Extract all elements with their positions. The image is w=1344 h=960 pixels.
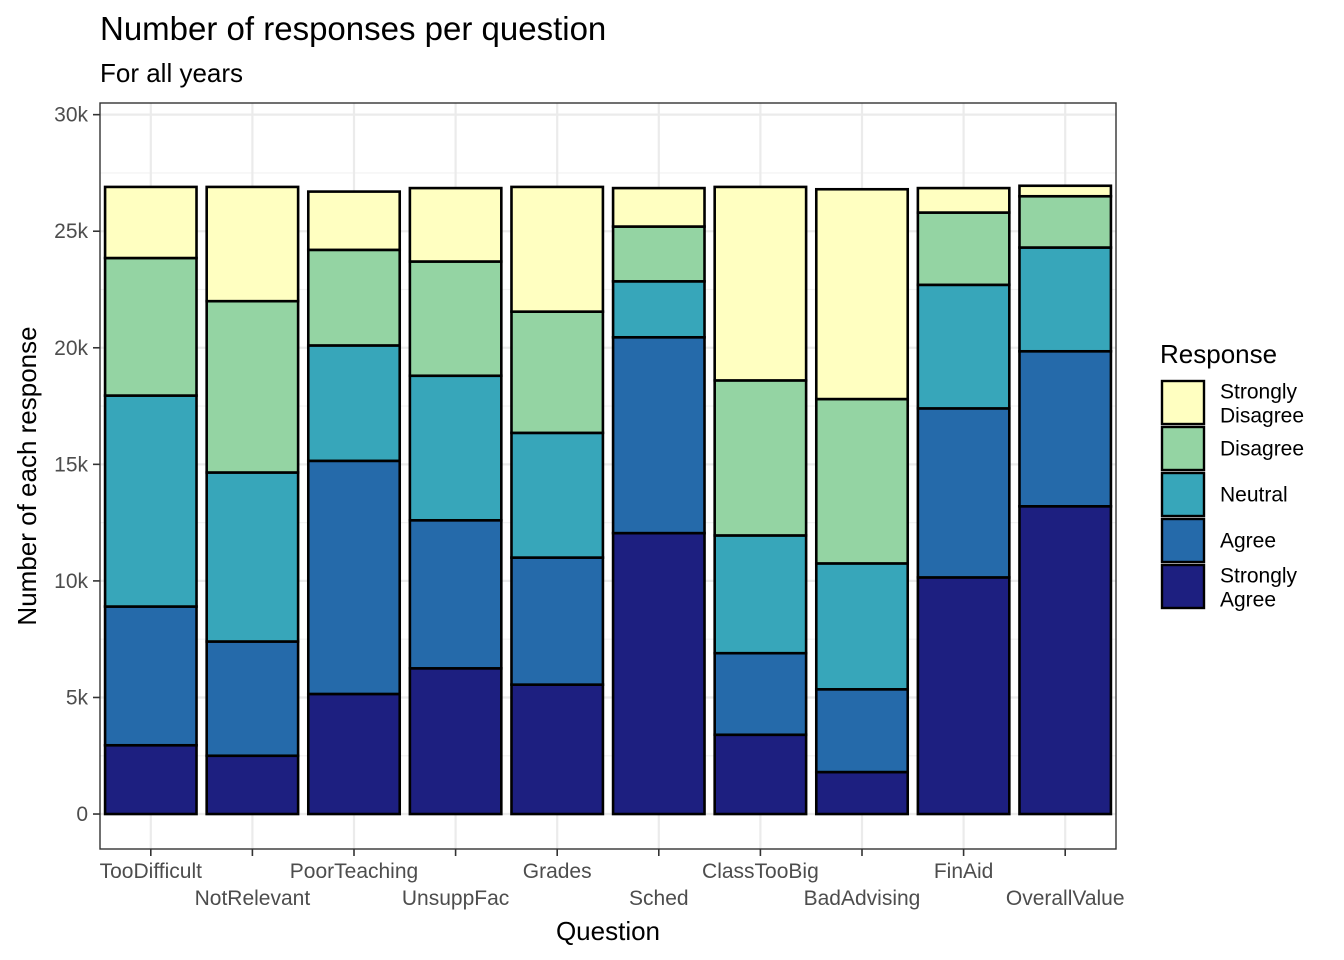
x-tick-label: BadAdvising (804, 887, 921, 910)
bar-segment (611, 225, 706, 283)
x-tick-label: TooDifficult (100, 860, 202, 883)
bar-segment (103, 256, 198, 397)
bar-segment (408, 518, 503, 670)
bar-segment (916, 211, 1011, 287)
x-tick-label: PoorTeaching (290, 860, 418, 883)
legend-key (1160, 563, 1206, 610)
legend-label: Strongly Agree (1220, 565, 1298, 612)
bar-segment (1018, 246, 1113, 353)
bar-segment (510, 683, 605, 816)
bar-segment (814, 562, 910, 691)
bar-segment (611, 280, 706, 339)
legend-key (1160, 379, 1206, 426)
legend-key (1160, 517, 1206, 564)
bar-segment (713, 379, 808, 537)
bar-segment (916, 283, 1011, 410)
bar-segment (306, 459, 402, 696)
bar-segment (205, 471, 300, 643)
bar-segment (713, 733, 808, 816)
bar-segment (713, 651, 808, 737)
y-tick-label: 0 (76, 803, 88, 826)
bar-segment (103, 394, 198, 608)
bar-segment (510, 556, 605, 686)
legend-key (1160, 425, 1206, 472)
bar-segment (814, 688, 910, 774)
bar-segment (205, 640, 300, 758)
x-tick-label: NotRelevant (195, 887, 311, 910)
legend-label: Strongly Disagree (1220, 381, 1304, 428)
y-tick-label: 5k (66, 686, 89, 709)
legend-label: Disagree (1220, 438, 1304, 461)
y-tick-label: 30k (54, 104, 88, 127)
bar-segment (1018, 194, 1113, 249)
panel-border (99, 102, 1117, 850)
bar-segment (814, 187, 910, 401)
bar-segment (306, 344, 402, 463)
bar-segment (205, 754, 300, 816)
bar-segment (510, 431, 605, 559)
bar-segment (103, 185, 198, 260)
bar-segment (916, 576, 1011, 816)
chart-title: Number of responses per question (100, 10, 606, 47)
bar-segment (408, 260, 503, 378)
x-tick-label: OverallValue (1006, 887, 1125, 910)
x-axis-title: Question (556, 916, 660, 946)
bar-segment (713, 534, 808, 655)
y-tick-label: 20k (54, 337, 88, 360)
x-tick-label: Grades (523, 860, 592, 883)
bar-segment (814, 397, 910, 565)
bar-segment (205, 185, 300, 303)
legend: Response Strongly Disagree Disagree Neutral… (1160, 339, 1304, 612)
legend-label: Neutral (1220, 484, 1288, 507)
x-axis: TooDifficult NotRelevant PoorTeaching Unsup… (100, 849, 1125, 910)
y-tick-label: 15k (54, 453, 88, 476)
legend-title: Response (1160, 339, 1277, 369)
y-axis: 0 5k 10k 15k 20k 25k 30k (54, 104, 100, 826)
legend-label: Agree (1220, 530, 1276, 553)
x-tick-label: FinAid (934, 860, 994, 883)
bar-segment (1018, 184, 1113, 198)
legend-key (1160, 471, 1206, 518)
bar-segment (103, 605, 198, 747)
bar-segment (1018, 505, 1113, 816)
bar-segment (1018, 349, 1113, 508)
bar-segment (306, 190, 402, 252)
bar-segment (510, 185, 605, 313)
y-axis-title: Number of each response (12, 326, 42, 625)
bar-segment (510, 310, 605, 435)
bar-segment (408, 186, 503, 263)
chart-subtitle: For all years (100, 58, 243, 88)
plot-panel (99, 102, 1117, 850)
x-tick-label: ClassTooBig (702, 860, 819, 883)
bar-segment (916, 186, 1011, 214)
bar-segment (713, 185, 808, 382)
bar-segment (408, 374, 503, 522)
bar-segment (205, 299, 300, 474)
bar-segment (611, 186, 706, 228)
bar-segment (306, 248, 402, 347)
y-tick-label: 10k (54, 570, 88, 593)
x-tick-label: UnsuppFac (402, 887, 509, 910)
bar-segment (306, 692, 402, 816)
bar-segment (408, 667, 503, 816)
bar-segment (611, 531, 706, 816)
bar-segment (103, 743, 198, 816)
bar-segment (814, 770, 910, 816)
y-tick-label: 25k (54, 220, 88, 243)
bar-segment (916, 407, 1011, 579)
x-tick-label: Sched (629, 887, 689, 910)
bar-segment (611, 335, 706, 535)
